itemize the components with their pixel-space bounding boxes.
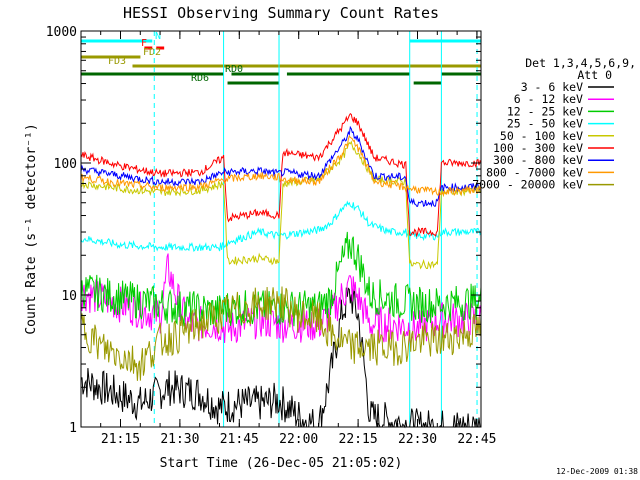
x-tick-label: 22:30 (398, 432, 437, 447)
series-line-6 (80, 125, 482, 208)
legend-label: 7000 - 20000 keV (472, 178, 583, 192)
state-label-f: F (141, 38, 147, 49)
footer-stamp: 12-Dec-2009 01:38 (556, 467, 638, 476)
legend-label: 12 - 25 keV (507, 104, 583, 118)
legend-label: 100 - 300 keV (493, 141, 583, 155)
vertical-markers (153, 31, 478, 427)
series-line-7 (80, 134, 482, 197)
state-label-n: N (155, 31, 161, 42)
plot-frame (80, 30, 482, 428)
x-tick-label: 21:30 (160, 432, 199, 447)
legend-label: 50 - 100 keV (500, 129, 583, 143)
state-label-rd0: RD0 (225, 64, 243, 75)
series-line-5 (80, 112, 482, 238)
y-axis: 1 10 100 1000 (46, 25, 481, 436)
legend-label: 3 - 6 keV (521, 80, 583, 94)
legend-header-line2: Att 0 (577, 68, 612, 82)
x-axis: 21:15 21:30 21:45 22:00 22:15 22:30 22:45 (100, 31, 496, 447)
series-lines (80, 112, 482, 429)
y-tick-label: 10 (61, 289, 77, 304)
y-axis-label: Count Rate (s⁻¹ detector⁻¹) (24, 123, 39, 334)
state-label-rd6: RD6 (191, 73, 209, 84)
state-label-fd3: FD3 (108, 56, 126, 67)
x-tick-label: 21:15 (101, 432, 140, 447)
y-tick-label: 1000 (46, 25, 77, 40)
y-tick-label: 100 (54, 157, 77, 172)
state-label-fd2: FD2 (143, 47, 161, 58)
chart-title: HESSI Observing Summary Count Rates (123, 4, 439, 22)
legend-label: 800 - 7000 keV (486, 165, 583, 179)
series-line-4 (80, 140, 482, 270)
x-tick-label: 21:45 (220, 432, 259, 447)
legend-label: 300 - 800 keV (493, 153, 583, 167)
y-tick-label: 1 (69, 421, 77, 436)
legend-label: 25 - 50 keV (507, 117, 583, 131)
series-line-2 (80, 231, 482, 328)
legend-header-line1: Det 1,3,4,5,6,9, (525, 56, 636, 70)
x-axis-label: Start Time (26-Dec-05 21:05:02) (160, 456, 403, 471)
legend-label: 6 - 12 keV (514, 92, 583, 106)
x-tick-label: 22:00 (279, 432, 318, 447)
series-line-3 (80, 200, 482, 252)
series-line-8 (80, 286, 482, 381)
x-tick-label: 22:15 (339, 432, 378, 447)
x-tick-label: 22:45 (457, 432, 496, 447)
